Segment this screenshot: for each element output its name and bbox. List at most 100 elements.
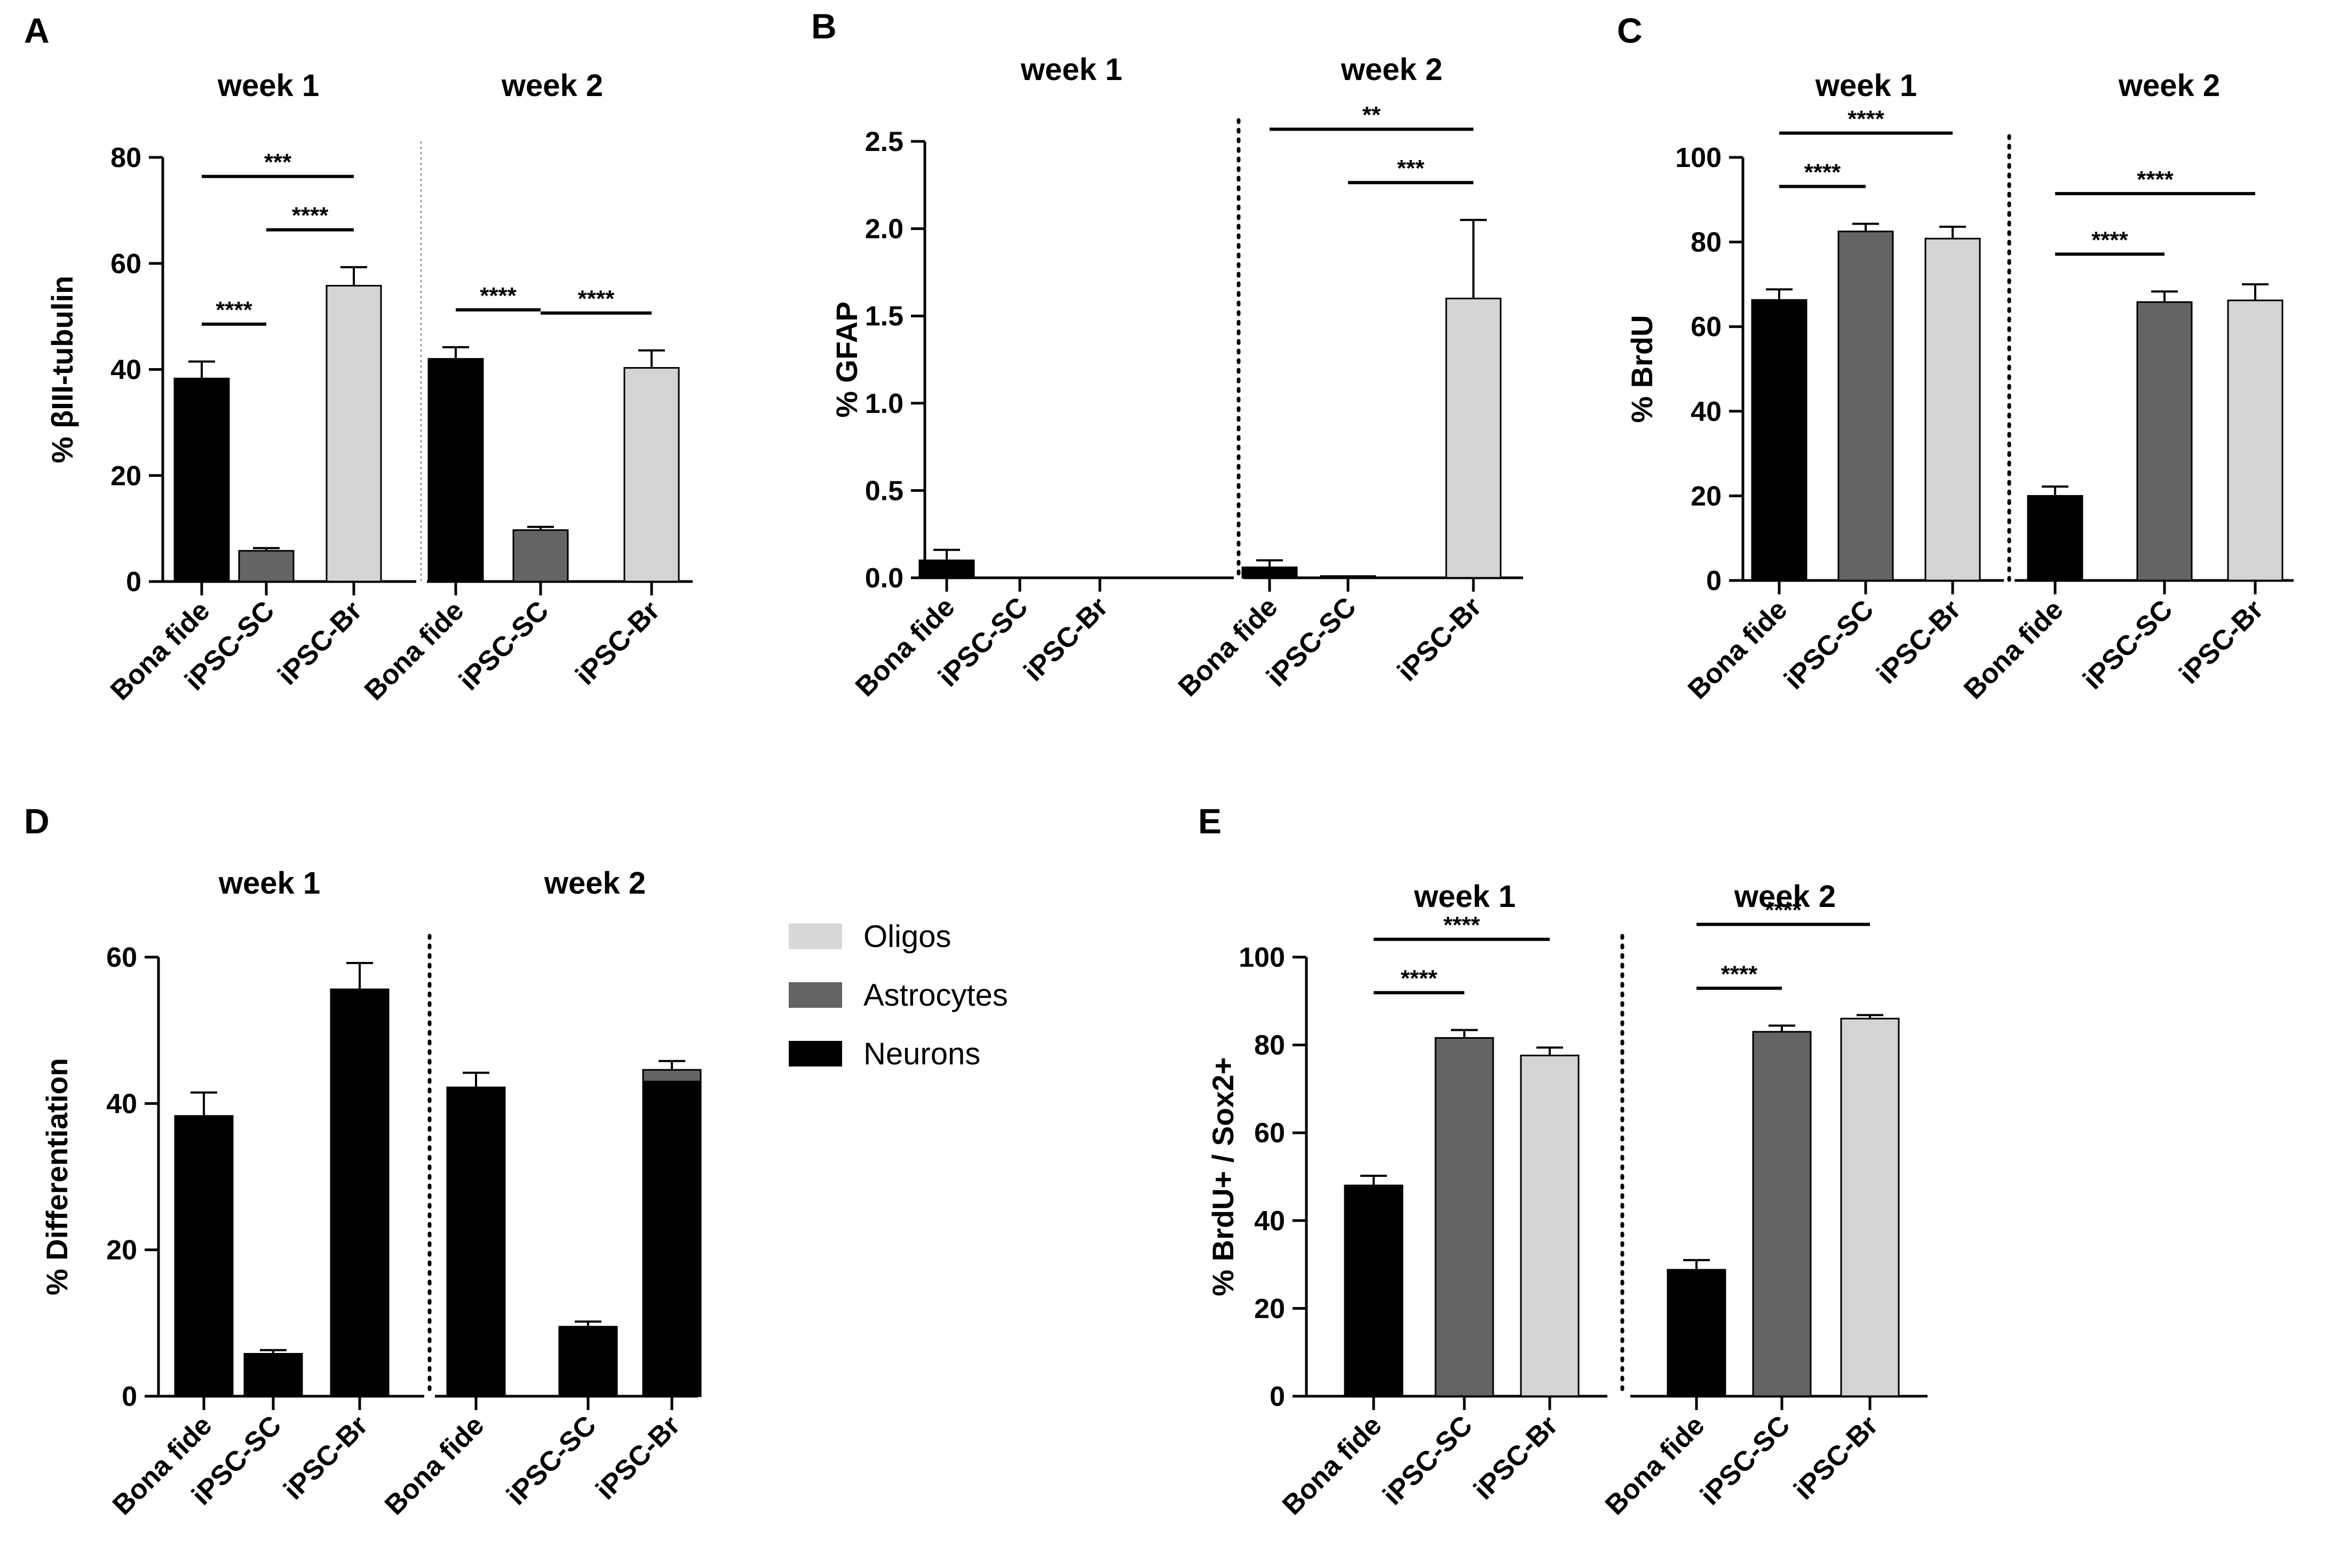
bar-bona-fide: [1751, 299, 1807, 582]
week-title: week 1: [1815, 68, 1917, 103]
significance-label: **: [1362, 102, 1381, 128]
bar-bona-fide: [427, 358, 484, 583]
y-tick-label: 100: [1675, 142, 1722, 173]
y-tick-label: 100: [1239, 942, 1285, 973]
panel-letter: E: [1198, 801, 1222, 841]
week-title: week 2: [1734, 879, 1836, 914]
y-tick-label: 2.0: [865, 214, 903, 245]
bar-neurons: [243, 1352, 303, 1397]
y-tick-label: 60: [1691, 312, 1722, 343]
significance-label: ****: [480, 283, 517, 309]
bar-bona-fide: [2027, 495, 2083, 582]
x-tick-label: Bona fide: [1276, 1410, 1388, 1521]
significance-label: ****: [292, 203, 329, 229]
y-tick-label: 0: [122, 1381, 137, 1412]
bar-neurons: [558, 1326, 618, 1397]
bar-neurons: [330, 988, 390, 1397]
x-tick-label: iPSC-Br: [1788, 1410, 1884, 1506]
x-tick-label: iPSC-SC: [1694, 1410, 1796, 1511]
legend-swatch: [789, 1041, 842, 1066]
week-title: week 2: [501, 68, 603, 103]
legend-swatch: [789, 982, 842, 1008]
y-axis-label: % BrdU: [1625, 315, 1659, 423]
bar-bona-fide: [918, 559, 975, 579]
y-tick-label: 40: [106, 1088, 137, 1119]
x-tick-label: iPSC-Br: [1468, 1410, 1564, 1506]
panel-b: B % GFAP 0.0 0.5 1.0 1.5 2.0 2.5 week 1 Bona fide…: [811, 6, 1523, 703]
bar-ipsc-sc: [2136, 301, 2193, 582]
bar-ipsc-br: [1520, 1054, 1580, 1397]
bar-ipsc-br: [1840, 1017, 1900, 1397]
significance-label: ****: [2091, 227, 2128, 253]
y-tick-label: 40: [110, 355, 141, 386]
panel-letter: A: [24, 11, 50, 50]
x-tick-label: Bona fide: [359, 595, 470, 706]
week-title: week 1: [1414, 879, 1516, 914]
panel-letter: C: [1617, 11, 1643, 50]
bar-ipsc-sc: [1320, 575, 1376, 579]
x-tick-label: iPSC-SC: [1778, 594, 1880, 695]
significance-label: ****: [1804, 160, 1841, 186]
legend-label: Oligos: [863, 919, 951, 954]
week-title: week 1: [218, 866, 320, 901]
x-tick-label: iPSC-Br: [1871, 594, 1967, 690]
week-title: week 1: [1020, 52, 1122, 87]
y-tick-label: 2.5: [865, 126, 903, 157]
week-title: week 1: [217, 68, 319, 103]
significance-label: ****: [1444, 912, 1480, 938]
y-tick-label: 20: [110, 460, 141, 491]
y-axis-label: % Differentiation: [40, 1058, 74, 1295]
y-axis-label: % βIII-tubulin: [45, 276, 79, 463]
significance-label: ****: [1401, 966, 1438, 992]
bar-bona-fide: [173, 377, 230, 583]
x-tick-label: iPSC-Br: [278, 1410, 374, 1506]
x-tick-label: iPSC-Br: [590, 1410, 686, 1506]
y-tick-label: 80: [1254, 1030, 1285, 1061]
legend-label: Neurons: [863, 1037, 980, 1071]
significance-label: ****: [1765, 897, 1802, 924]
x-tick-label: Bona fide: [1682, 594, 1794, 705]
bar-astrocytes: [446, 1086, 506, 1089]
panel-letter: D: [24, 801, 50, 841]
bar-ipsc-sc: [1752, 1031, 1812, 1397]
significance-label: ****: [2137, 166, 2174, 193]
x-tick-label: iPSC-Br: [570, 595, 666, 691]
y-tick-label: 60: [106, 942, 137, 973]
x-tick-label: iPSC-Br: [1018, 591, 1114, 687]
panel-d: D % Differentiation 0 20 40 60 week 1 Bona fide…: [24, 801, 1008, 1521]
bar-ipsc-br: [623, 367, 680, 583]
x-tick-label: Bona fide: [1958, 594, 2070, 705]
bar-ipsc-sc: [1837, 230, 1894, 582]
bar-neurons: [446, 1087, 506, 1397]
bar-neurons: [174, 1115, 234, 1397]
y-tick-label: 60: [1254, 1118, 1285, 1149]
bar-bona-fide: [1344, 1184, 1404, 1397]
x-tick-label: iPSC-SC: [453, 595, 554, 696]
bar-ipsc-br: [1924, 237, 1981, 582]
y-tick-label: 40: [1254, 1206, 1285, 1237]
significance-label: ****: [1848, 106, 1884, 132]
y-tick-label: 0: [1706, 566, 1722, 596]
y-tick-label: 20: [106, 1235, 137, 1266]
significance-label: ***: [1397, 155, 1425, 181]
bar-ipsc-sc: [238, 550, 295, 583]
x-tick-label: iPSC-Br: [1392, 591, 1488, 687]
significance-label: ****: [216, 297, 252, 323]
y-tick-label: 20: [1691, 481, 1722, 512]
bar-bona-fide: [1241, 566, 1298, 579]
week-title: week 2: [2118, 68, 2220, 103]
y-tick-label: 0.0: [865, 563, 903, 594]
bar-neurons: [642, 1080, 702, 1397]
bar-ipsc-br: [1445, 297, 1502, 579]
y-tick-label: 1.5: [865, 301, 903, 332]
y-tick-label: 40: [1691, 396, 1722, 427]
y-tick-label: 80: [110, 142, 141, 173]
x-tick-label: Bona fide: [850, 591, 961, 703]
x-tick-label: iPSC-SC: [501, 1410, 602, 1511]
y-axis-label: % BrdU+ / Sox2+: [1206, 1057, 1240, 1296]
legend-label: Astrocytes: [863, 978, 1008, 1013]
week-title: week 2: [1341, 52, 1442, 87]
